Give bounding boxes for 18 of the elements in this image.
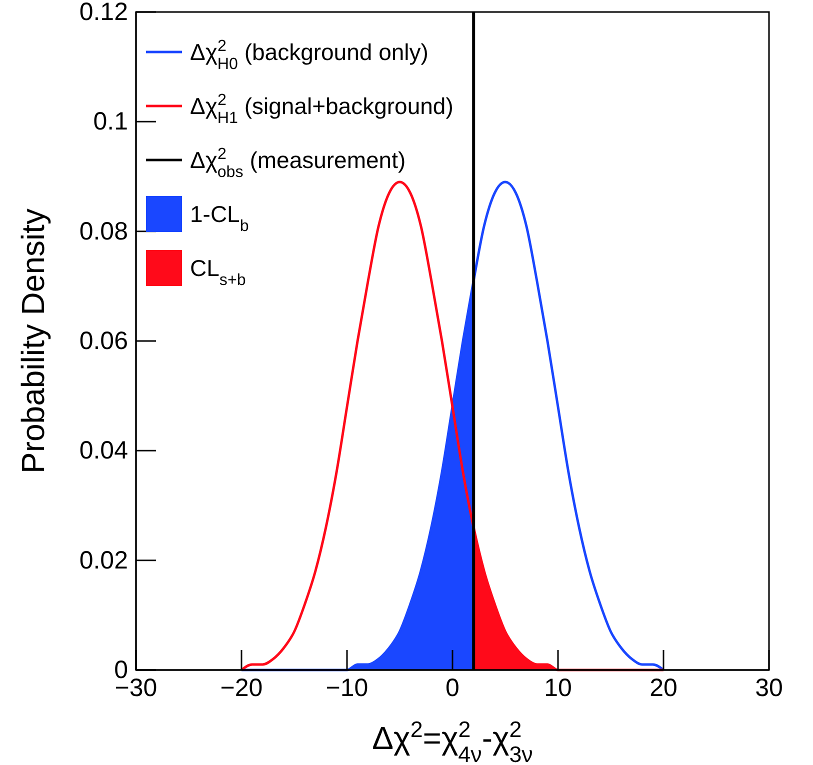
y-axis-title: Probability Density — [15, 208, 51, 474]
x-tick-label: −20 — [220, 674, 263, 702]
legend-label: CL$_{s+b}$ — [190, 255, 246, 289]
y-tick-label: 0.12 — [79, 0, 128, 26]
y-tick-label: 0.02 — [79, 546, 128, 574]
x-tick-label: 30 — [755, 674, 783, 702]
x-tick-label: 20 — [650, 674, 678, 702]
legend-label: 1-CL$_{b}$ — [190, 201, 249, 235]
y-tick-label: 0.04 — [79, 436, 128, 465]
y-tick-label: 0.1 — [93, 108, 128, 136]
ref-line-label: Δχ$^{2}$$_{obs}$ (measurement) — [190, 145, 406, 181]
x-tick-label: 0 — [446, 674, 460, 702]
legend-label: Δχ$^{2}$$_{H0}$ (background only) — [190, 37, 428, 73]
y-tick-label: 0.08 — [79, 217, 128, 246]
x-tick-label: −10 — [326, 674, 368, 702]
x-tick-label: 10 — [544, 674, 572, 702]
legend-label: Δχ$^{2}$$_{H1}$ (signal+background) — [190, 91, 454, 127]
y-tick-label: 0.06 — [79, 327, 128, 355]
